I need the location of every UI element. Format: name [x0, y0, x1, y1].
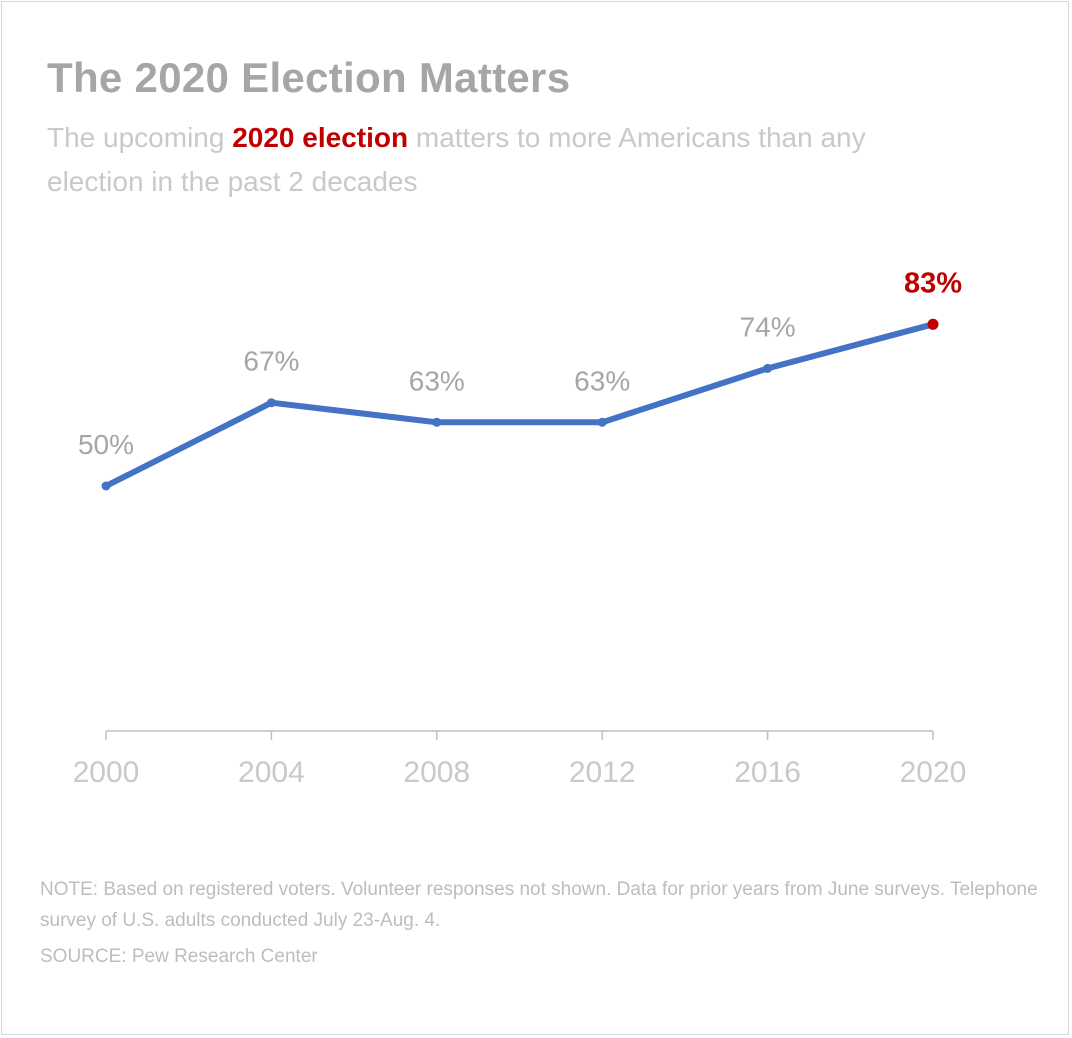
data-point	[597, 417, 607, 427]
x-tick-label: 2000	[73, 756, 140, 789]
data-point	[101, 481, 111, 491]
subtitle-highlight: 2020 election	[232, 122, 409, 153]
line-chart: 2000 2004 2008 2012 2016 2020 50% 67% 63% 63% 74% 8…	[73, 267, 967, 789]
data-label: 67%	[243, 346, 299, 377]
data-label: 50%	[78, 429, 134, 460]
subtitle-tail: matters to more Americans than any elect…	[47, 122, 866, 197]
chart-title: The 2020 Election Matters	[47, 54, 571, 101]
chart-notes: NOTE: Based on registered voters. Volunt…	[40, 874, 1040, 972]
series-line	[103, 321, 936, 489]
data-label: 74%	[740, 311, 796, 342]
x-tick-label: 2008	[403, 756, 470, 789]
subtitle-lead: The upcoming	[47, 122, 233, 153]
data-point	[763, 363, 773, 373]
source-text: SOURCE: Pew Research Center	[40, 946, 318, 967]
x-tick-label: 2016	[734, 756, 801, 789]
x-tick-label: 2020	[900, 756, 967, 789]
highlight-point	[927, 318, 939, 330]
highlight-data-label: 83%	[904, 267, 962, 299]
chart-subtitle: The upcoming 2020 election matters to mo…	[47, 116, 927, 204]
data-point	[432, 417, 442, 427]
x-tick-label: 2012	[569, 756, 636, 789]
data-label: 63%	[574, 365, 630, 396]
data-label: 63%	[409, 365, 465, 396]
data-point	[266, 398, 276, 408]
x-tick-label: 2004	[238, 756, 305, 789]
note-text: NOTE: Based on registered voters. Volunt…	[40, 879, 1038, 931]
